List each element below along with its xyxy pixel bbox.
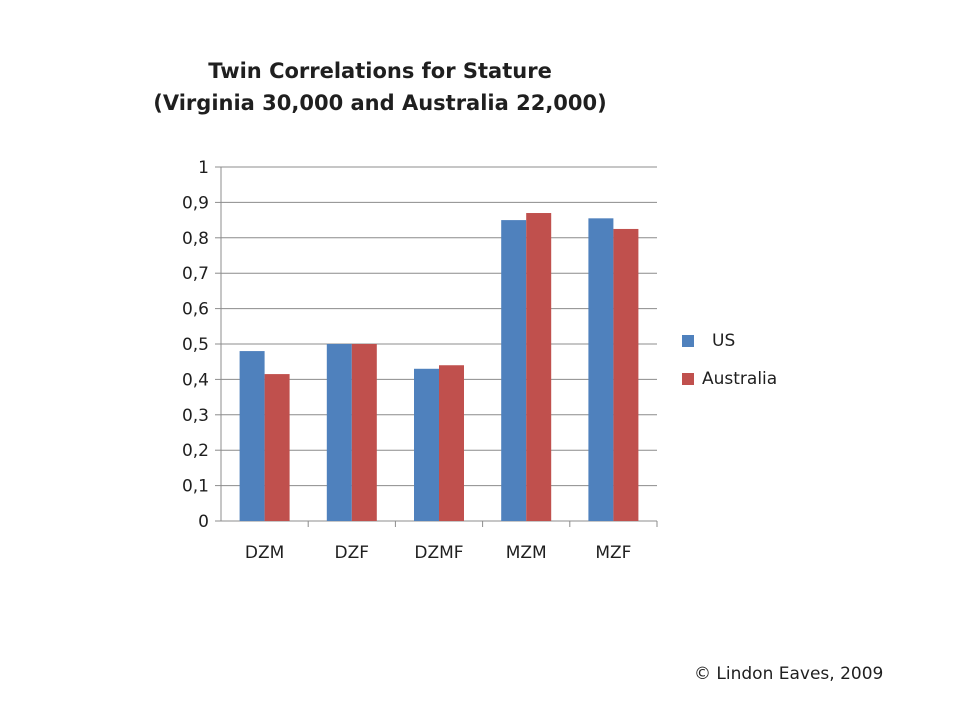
bar-us-dzf (326, 344, 352, 521)
y-tick-label: 0,1 (182, 477, 209, 497)
legend-swatch-australia (682, 373, 694, 385)
x-tick-label: MZM (506, 543, 547, 563)
legend-item-australia: Australia (682, 367, 777, 391)
y-tick-label: 0,5 (182, 335, 209, 355)
bar-australia-mzm (526, 213, 552, 521)
y-tick-label: 0,2 (182, 441, 209, 461)
bar-australia-mzf (613, 228, 639, 521)
legend-label-australia: Australia (702, 369, 778, 389)
y-tick-label: 0,7 (182, 264, 209, 284)
legend-label-us: US (712, 331, 736, 351)
bar-australia-dzmf (439, 365, 464, 521)
x-tick-label: DZMF (414, 543, 463, 563)
bar-australia-dzm (264, 374, 290, 521)
legend-swatch-us (682, 335, 694, 347)
chart-title: Twin Correlations for Stature (208, 59, 552, 83)
copyright-text: © Lindon Eaves, 2009 (694, 664, 884, 684)
y-tick-label: 0,9 (182, 193, 209, 213)
x-tick-label: DZM (245, 543, 284, 563)
chart-subtitle: (Virginia 30,000 and Australia 22,000) (153, 91, 607, 115)
y-tick-label: 1 (198, 158, 209, 178)
bar-us-mzm (501, 220, 527, 521)
x-tick-label: DZF (335, 543, 370, 563)
y-tick-label: 0,4 (182, 370, 209, 390)
bar-us-mzf (588, 218, 614, 521)
y-tick-label: 0,3 (182, 406, 209, 426)
y-tick-label: 0 (198, 512, 209, 532)
x-tick-label: MZF (595, 543, 631, 563)
y-tick-label: 0,6 (182, 300, 209, 320)
legend-item-us: US (682, 329, 735, 353)
bar-australia-dzf (351, 344, 377, 521)
bar-us-dzmf (414, 368, 439, 521)
bar-us-dzm (239, 351, 265, 521)
y-tick-label: 0,8 (182, 229, 209, 249)
